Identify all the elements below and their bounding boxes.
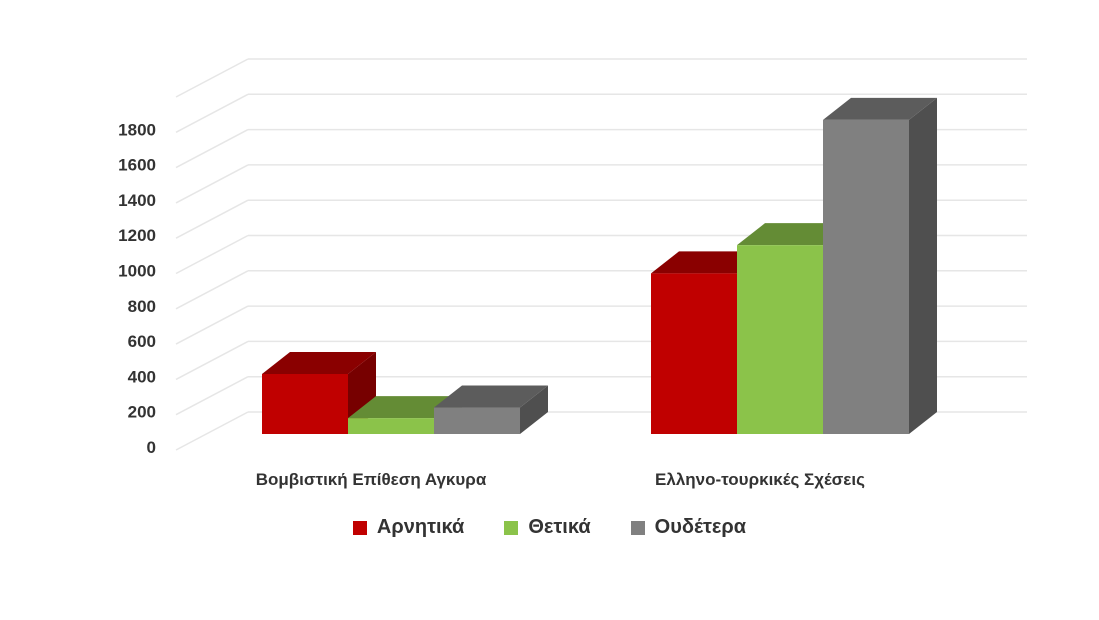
bar bbox=[823, 97, 937, 434]
gridline-diagonal bbox=[175, 305, 249, 345]
gridline-diagonal bbox=[175, 93, 249, 133]
gridline-diagonal bbox=[175, 58, 249, 98]
bar-front bbox=[434, 407, 520, 434]
legend-label-neutral: Ουδέτερα bbox=[654, 516, 747, 538]
bar-top bbox=[434, 385, 548, 408]
legend-label-positive: Θετικά bbox=[528, 516, 591, 538]
gridline-diagonal bbox=[175, 340, 249, 381]
y-tick-label: 1400 bbox=[118, 191, 156, 210]
bars bbox=[262, 97, 937, 434]
y-tick-label: 400 bbox=[128, 367, 156, 386]
y-tick-label: 800 bbox=[128, 297, 156, 316]
bar-top bbox=[651, 251, 765, 274]
y-tick-label: 1000 bbox=[118, 262, 156, 281]
category-label: Βομβιστική Επίθεση Αγκυρα bbox=[256, 470, 487, 489]
y-tick-label: 600 bbox=[128, 332, 156, 351]
category-labels: Βομβιστική Επίθεση Αγκυρα Ελληνο-τουρκικέ… bbox=[256, 470, 865, 489]
y-axis-ticks: 0 200 400 600 800 1000 1200 1400 1600 1800 bbox=[118, 120, 156, 457]
gridline-diagonal bbox=[175, 376, 249, 416]
bar-front bbox=[262, 373, 348, 434]
gridline-diagonal bbox=[175, 199, 249, 239]
bar bbox=[434, 385, 548, 434]
legend-item-neutral: Ουδέτερα bbox=[630, 516, 747, 539]
legend-item-negative: Αρνητικά bbox=[352, 516, 465, 539]
gridline-diagonal bbox=[175, 270, 249, 310]
gridline-diagonal bbox=[175, 164, 249, 204]
y-tick-label: 1800 bbox=[118, 120, 156, 139]
category-label: Ελληνο-τουρκικές Σχέσεις bbox=[655, 470, 865, 489]
legend-swatch-neutral bbox=[630, 520, 645, 535]
bar-side bbox=[520, 385, 548, 434]
bar-front bbox=[823, 119, 909, 434]
bar-top bbox=[348, 396, 462, 419]
bar-front bbox=[737, 245, 823, 434]
legend-label-negative: Αρνητικά bbox=[376, 516, 465, 538]
y-tick-label: 1200 bbox=[118, 226, 156, 245]
bar-front bbox=[348, 418, 434, 434]
legend-swatch-positive bbox=[504, 520, 519, 535]
gridline-diagonal bbox=[175, 128, 249, 169]
legend-item-positive: Θετικά bbox=[504, 516, 591, 539]
bar-top bbox=[823, 97, 937, 120]
bar-side bbox=[909, 97, 937, 434]
bar-top bbox=[737, 223, 851, 246]
y-tick-label: 1600 bbox=[118, 156, 156, 175]
gridline-diagonal bbox=[175, 411, 249, 451]
bar-top bbox=[262, 351, 376, 374]
y-tick-label: 0 bbox=[147, 438, 156, 457]
bar-front bbox=[651, 273, 737, 434]
legend: Αρνητικά Θετικά Ουδέτερα bbox=[0, 516, 1099, 539]
legend-swatch-negative bbox=[352, 520, 367, 535]
y-tick-label: 200 bbox=[128, 403, 156, 422]
gridline-diagonal bbox=[175, 234, 249, 275]
